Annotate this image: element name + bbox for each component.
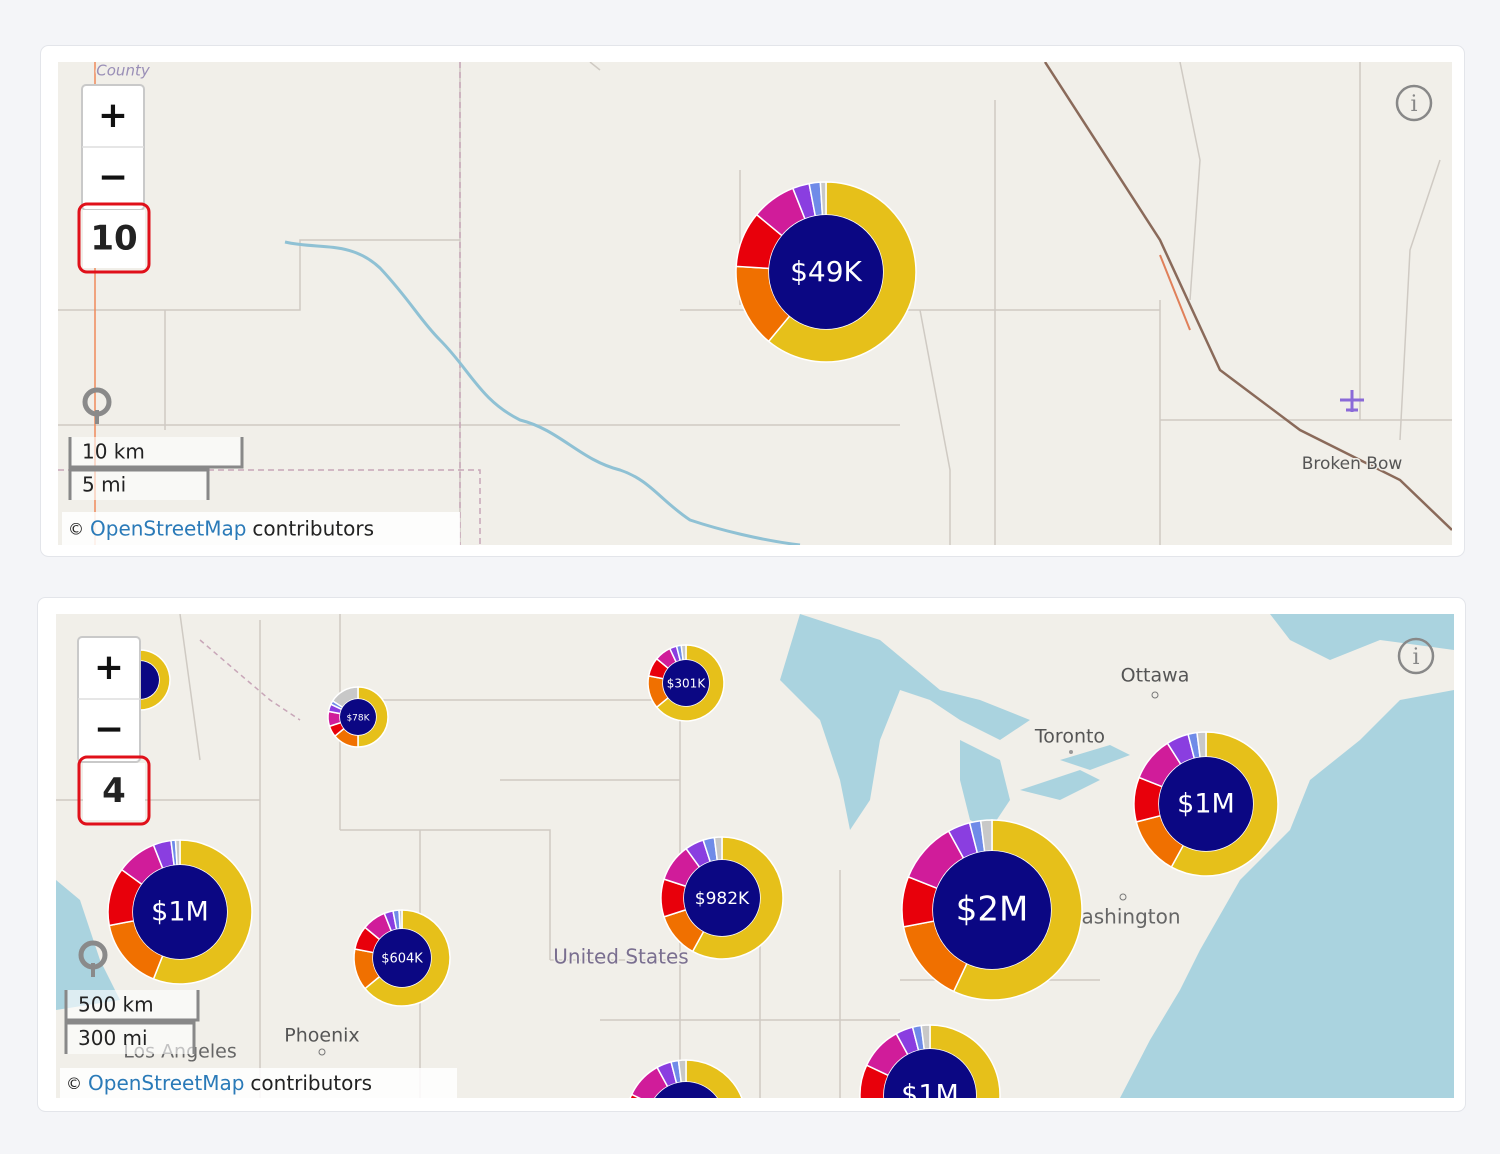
place-label: United States <box>553 945 688 969</box>
attribution-text: contributors <box>252 516 374 540</box>
info-icon <box>1397 637 1435 675</box>
cluster-segment <box>174 839 181 866</box>
info-icon-text: i <box>1410 92 1417 117</box>
scale-bar <box>66 1023 194 1054</box>
zoom-level-box <box>83 210 145 268</box>
place-label: Toronto <box>1034 726 1105 748</box>
attribution-symbol: © <box>68 519 84 538</box>
info-icon-text: i <box>1412 645 1419 670</box>
place-label: Ottawa <box>1121 665 1190 687</box>
attribution-link[interactable]: OpenStreetMap <box>90 516 246 540</box>
cluster-label: $1M <box>1177 789 1235 820</box>
cluster-segment <box>627 1127 668 1154</box>
scale-label: 500 km <box>78 993 154 1017</box>
map-base <box>58 62 1452 545</box>
cluster-label: $2M <box>956 890 1029 930</box>
zoom-out-button[interactable]: − <box>98 157 128 198</box>
cluster-label: $982K <box>695 889 750 909</box>
attribution: © OpenStreetMap contributors <box>66 1071 372 1095</box>
scale-bar-line <box>64 990 200 1022</box>
cluster-label: $49K <box>790 255 862 288</box>
cluster[interactable]: $301K <box>647 644 725 722</box>
cluster-label: $301K <box>667 677 707 691</box>
cluster[interactable]: $1M <box>859 1024 1001 1154</box>
cluster-center <box>133 865 227 959</box>
scale-label: 300 mi <box>78 1026 148 1050</box>
zoom-in-button[interactable]: + <box>94 647 124 688</box>
cluster-label: $78K <box>346 714 370 724</box>
cluster-center <box>884 1049 976 1098</box>
pin-icon <box>78 940 108 970</box>
place-label: County <box>96 62 151 80</box>
cluster-center <box>663 660 709 706</box>
cluster-label: $1M <box>901 1080 959 1111</box>
pin-icon <box>82 387 112 417</box>
cluster[interactable]: $1M <box>107 839 253 985</box>
cluster-label: $1M <box>151 897 209 928</box>
map-overlay: County Broken Bow $49K i + − 10 10 km 5 mi © OpenS… <box>60 62 1435 1154</box>
cluster-center <box>1159 757 1253 851</box>
zoom-level: 10 <box>90 219 137 259</box>
cluster[interactable]: $1M <box>1133 731 1279 877</box>
scale-label: 10 km <box>82 440 145 464</box>
scale-bar-line <box>64 1021 196 1054</box>
cluster-center <box>655 1082 717 1098</box>
info-icon <box>1395 84 1433 122</box>
place-label: Phoenix <box>284 1025 359 1047</box>
attribution-link[interactable]: OpenStreetMap <box>88 1071 244 1095</box>
cluster-center <box>340 699 376 735</box>
zoom-out-button[interactable]: − <box>94 709 124 750</box>
cluster[interactable]: $49K <box>735 181 917 363</box>
attribution-text: contributors <box>250 1071 372 1095</box>
cluster-label: $604K <box>381 952 423 967</box>
map-panel: County Broken Bow $49K i + − 10 10 km 5 mi © OpenS… <box>62 62 1433 545</box>
zoom-level-highlight <box>77 202 151 274</box>
zoom-in-button[interactable]: + <box>98 95 128 136</box>
scale-bar <box>70 437 242 467</box>
place-label: Broken Bow <box>1302 454 1403 474</box>
attribution-box <box>60 1068 457 1098</box>
scale-bar <box>66 990 198 1020</box>
cluster-center <box>933 851 1051 969</box>
attribution-box <box>62 512 460 545</box>
attribution: © OpenStreetMap contributors <box>68 516 374 540</box>
attribution-symbol: © <box>66 1074 82 1093</box>
scale-bar <box>70 470 208 500</box>
cluster[interactable]: $982K <box>660 836 784 960</box>
cluster-segment <box>363 909 451 1007</box>
zoom-level-highlight <box>77 755 151 826</box>
cluster[interactable]: $2M <box>901 819 1083 1001</box>
scale-bar-line <box>68 468 210 500</box>
zoom-level: 4 <box>102 771 126 811</box>
cluster-center <box>373 929 431 987</box>
scale-bar-line <box>68 437 244 469</box>
cluster[interactable]: $78K <box>327 686 389 748</box>
cluster-segment <box>398 909 403 930</box>
cluster[interactable] <box>626 1059 746 1154</box>
zoom-level-box <box>83 763 145 820</box>
cluster[interactable]: $604K <box>353 909 451 1007</box>
cluster-segment <box>685 1059 743 1098</box>
cluster-center <box>769 215 883 329</box>
cluster-center <box>684 860 760 936</box>
scale-label: 5 mi <box>82 473 126 497</box>
map-content: County Broken Bow $49K <box>95 62 1404 476</box>
